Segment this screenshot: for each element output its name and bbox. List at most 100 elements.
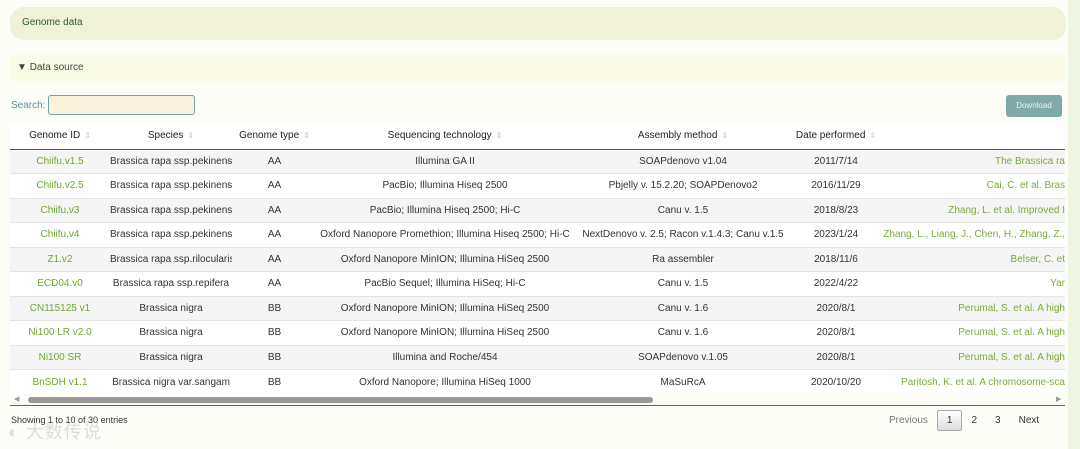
page-2-button[interactable]: 2 bbox=[971, 415, 978, 426]
previous-button[interactable]: Previous bbox=[889, 415, 928, 426]
column-header[interactable]: Sequencing technology ⇕ bbox=[317, 123, 573, 150]
column-header[interactable]: Genome ID ⇕ bbox=[10, 123, 110, 150]
table-cell: NextDenovo v. 2.5; Racon v.1.4.3; Canu v… bbox=[573, 222, 793, 247]
next-button[interactable]: Next bbox=[1018, 415, 1040, 426]
table-cell: 2022/4/22 bbox=[793, 271, 879, 296]
table-cell: Brassica rapa ssp.rilocularis bbox=[110, 246, 232, 272]
search-label: Search: bbox=[11, 99, 46, 111]
genome-id-link[interactable]: Chiifu.v1.5 bbox=[10, 148, 110, 174]
table-cell: MaSuRcA bbox=[573, 369, 793, 393]
sort-icon[interactable]: ⇕ bbox=[303, 131, 310, 141]
table-cell: Brassica nigra bbox=[110, 320, 232, 345]
pagination: Previous 1 2 3 Next bbox=[880, 410, 1048, 431]
reference-link[interactable]: Cai, C. et al. Bras bbox=[879, 173, 1065, 198]
data-source-label: Data source bbox=[29, 62, 84, 73]
page-header: Genome data bbox=[10, 7, 1066, 40]
table-cell: SOAPdenovo v.1.05 bbox=[573, 344, 793, 370]
reference-link[interactable]: Paritosh, K. et al. A chromosome-sca bbox=[879, 369, 1065, 393]
search-box: Search: bbox=[11, 95, 196, 115]
table-cell: BB bbox=[232, 295, 317, 321]
genome-id-link[interactable]: BnSDH v1.1 bbox=[10, 369, 110, 393]
sort-icon[interactable]: ⇕ bbox=[187, 131, 195, 141]
table-cell: Brassica rapa ssp.repifera bbox=[110, 271, 232, 296]
table-cell: Oxford Nanopore Promethion; Illumina His… bbox=[317, 222, 573, 247]
table-cell: 2018/11/6 bbox=[793, 246, 879, 272]
genome-id-link[interactable]: Chiifu.v4 bbox=[10, 222, 110, 247]
page-3-button[interactable]: 3 bbox=[995, 415, 1001, 426]
table-info: Showing 1 to 10 of 30 entries bbox=[11, 415, 128, 425]
table-row: Chiifu.v2.5 Brassica rapa ssp.pekinensis A… bbox=[10, 173, 1065, 198]
genome-id-link[interactable]: Chiifu.v3 bbox=[10, 197, 110, 223]
column-header[interactable]: Date performed ⇕ bbox=[793, 123, 879, 150]
table-cell: Brassica nigra bbox=[110, 344, 232, 370]
download-button[interactable]: Download bbox=[1006, 95, 1062, 117]
reference-link[interactable]: Perumal, S. et al. A high bbox=[879, 295, 1065, 321]
table-cell: Oxford Nanopore MinION; Illumina HiSeq 2… bbox=[317, 320, 573, 345]
reference-link[interactable]: Zhang, L., Liang, J., Chen, H., Zhang, Z… bbox=[879, 222, 1065, 247]
table-row: Z1.v2 Brassica rapa ssp.rilocularis AA Oxfo… bbox=[10, 246, 1065, 272]
watermark-logo: ◐ 大数传说 bbox=[8, 422, 102, 442]
scrollbar-thumb[interactable] bbox=[28, 397, 653, 403]
table-cell: Brassica rapa ssp.pekinensis bbox=[110, 148, 232, 174]
reference-link[interactable]: Yar bbox=[879, 271, 1065, 296]
table-cell: SOAPdenovo v1.04 bbox=[573, 148, 793, 174]
table-row: ECD04.v0 Brassica rapa ssp.repifera AA PacB… bbox=[10, 271, 1065, 296]
table-cell: 2020/8/1 bbox=[793, 344, 879, 370]
table-cell: BB bbox=[232, 344, 317, 370]
sort-icon[interactable]: ⇕ bbox=[84, 131, 91, 141]
table-cell: Oxford Nanopore MinION; Illumina HiSeq 2… bbox=[317, 246, 573, 272]
scroll-right-icon[interactable]: ▶ bbox=[1056, 396, 1062, 403]
reference-link[interactable]: Zhang, L. et al. Improved I bbox=[879, 197, 1065, 223]
table-cell: PacBio Sequel; Illumina HiSeq; Hi-C bbox=[317, 271, 573, 296]
table-row: Chiifu.v1.5 Brassica rapa ssp.pekinensis A… bbox=[10, 148, 1065, 174]
horizontal-scrollbar[interactable]: ◀ ▶ bbox=[10, 394, 1065, 406]
table-cell: AA bbox=[232, 222, 317, 247]
table-cell: 2020/8/1 bbox=[793, 295, 879, 321]
table-cell: PacBio; Illumina Hiseq 2500; Hi-C bbox=[317, 197, 573, 223]
reference-link[interactable]: The Brassica ra bbox=[879, 148, 1065, 174]
column-header-label: Date performed bbox=[795, 130, 866, 142]
table-cell: 2018/8/23 bbox=[793, 197, 879, 223]
table-cell: Canu v. 1.5 bbox=[573, 197, 793, 223]
sort-icon[interactable]: ⇕ bbox=[721, 131, 729, 141]
genome-id-link[interactable]: Ni100 SR bbox=[10, 344, 110, 370]
column-header-label: Assembly method bbox=[637, 130, 718, 142]
table-cell: Brassica nigra var.sangam bbox=[110, 369, 232, 393]
reference-link[interactable]: Perumal, S. et al. A high bbox=[879, 320, 1065, 345]
table-row: Chiifu.v4 Brassica rapa ssp.pekinensis AA O… bbox=[10, 222, 1065, 247]
table-cell: 2020/10/20 bbox=[793, 369, 879, 393]
column-header[interactable] bbox=[879, 123, 1065, 150]
column-header[interactable]: Species ⇕ bbox=[110, 123, 232, 150]
table-cell: 2020/8/1 bbox=[793, 320, 879, 345]
page-1-button[interactable]: 1 bbox=[936, 410, 963, 431]
table-row: BnSDH v1.1 Brassica nigra var.sangam BB Oxf… bbox=[10, 369, 1065, 393]
sort-icon[interactable]: ⇕ bbox=[869, 131, 877, 141]
table-cell: AA bbox=[232, 197, 317, 223]
column-header[interactable]: Genome type ⇕ bbox=[232, 123, 317, 150]
sort-icon[interactable]: ⇕ bbox=[495, 131, 503, 141]
genome-id-link[interactable]: ECD04.v0 bbox=[10, 271, 110, 296]
table-cell: Illumina and Roche/454 bbox=[317, 344, 573, 370]
scroll-left-icon[interactable]: ◀ bbox=[14, 396, 20, 403]
table-cell: Ra assembler bbox=[573, 246, 793, 272]
table-cell: AA bbox=[232, 148, 317, 174]
table-cell: AA bbox=[232, 246, 317, 272]
data-source-toggle[interactable]: ▼ Data source bbox=[10, 55, 1066, 81]
table-row: CN115125 v1 Brassica nigra BB Oxford Nanopo… bbox=[10, 295, 1065, 321]
column-header-label: Genome type bbox=[239, 130, 300, 142]
table-cell: Illumina GA II bbox=[317, 148, 573, 174]
table-cell: Oxford Nanopore MinION; Illumina HiSeq 2… bbox=[317, 295, 573, 321]
table-cell: Brassica rapa ssp.pekinensis bbox=[110, 222, 232, 247]
genome-id-link[interactable]: Z1.v2 bbox=[10, 246, 110, 272]
search-input[interactable] bbox=[48, 95, 196, 115]
column-header[interactable]: Assembly method ⇕ bbox=[573, 123, 793, 150]
genome-id-link[interactable]: Ni100 LR v2.0 bbox=[10, 320, 110, 345]
genome-id-link[interactable]: CN115125 v1 bbox=[10, 295, 110, 321]
table-cell: Canu v. 1.6 bbox=[573, 320, 793, 345]
reference-link[interactable]: Perumal, S. et al. A high bbox=[879, 344, 1065, 370]
reference-link[interactable]: Belser, C. et bbox=[879, 246, 1065, 272]
genome-id-link[interactable]: Chiifu.v2.5 bbox=[10, 173, 110, 198]
genome-table: Genome ID ⇕ Species ⇕ Genome type ⇕ Sequencing… bbox=[10, 123, 1065, 393]
table-cell: Pbjelly v. 15.2.20; SOAPDenovo2 bbox=[573, 173, 793, 198]
table-cell: BB bbox=[232, 320, 317, 345]
